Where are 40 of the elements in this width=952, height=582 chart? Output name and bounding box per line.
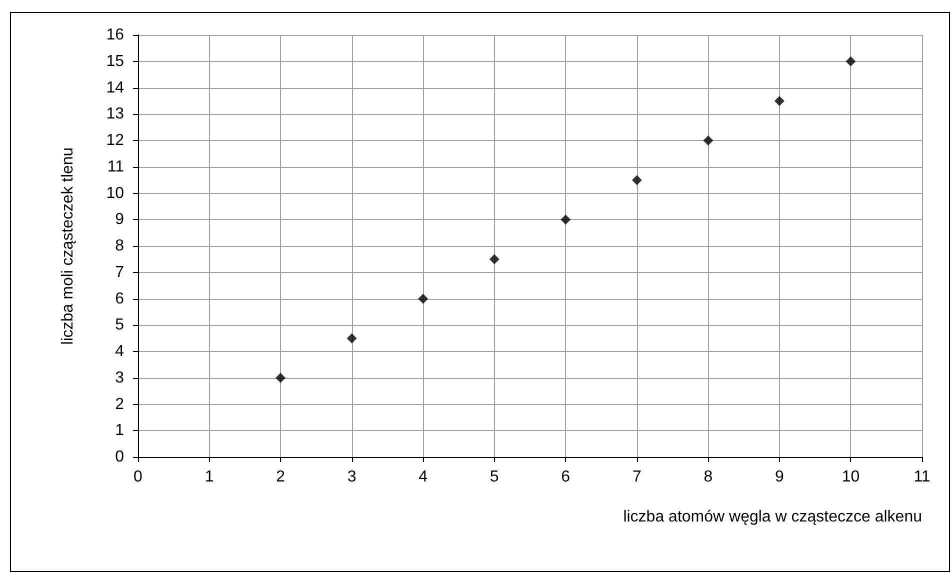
y-tick-label: 9 — [115, 211, 124, 228]
y-tick-label: 5 — [115, 316, 124, 334]
x-tick-label: 1 — [204, 468, 214, 486]
x-tick-label: 5 — [490, 468, 499, 486]
y-tick-label: 8 — [115, 238, 124, 254]
y-tick-label: 16 — [106, 26, 124, 44]
point — [489, 254, 500, 264]
y-tick-label: 12 — [106, 132, 124, 149]
point — [346, 333, 357, 344]
x-tick-label: 6 — [561, 468, 570, 486]
y-tick-label: 14 — [106, 79, 124, 96]
point — [774, 96, 784, 106]
x-tick-label: 2 — [276, 468, 286, 486]
x-tick-label: 4 — [418, 468, 428, 486]
y-tick-label: 4 — [115, 343, 124, 360]
y-tick-label: 3 — [115, 369, 124, 386]
point — [276, 372, 286, 383]
y-axis-title: liczba moli cząsteczek tlenu — [60, 147, 76, 345]
x-tick-label: 11 — [914, 468, 930, 486]
y-tick-label: 1 — [115, 422, 124, 440]
y-tick-label: 11 — [107, 158, 124, 176]
point — [632, 175, 642, 186]
y-tick-label: 2 — [115, 396, 124, 413]
point — [418, 294, 428, 304]
x-tick-label: 7 — [632, 468, 642, 486]
x-tick-label: 10 — [842, 468, 860, 486]
x-tick-label: 8 — [704, 468, 713, 486]
y-tick-label: 13 — [106, 106, 124, 123]
point — [560, 214, 571, 225]
point — [846, 56, 856, 66]
x-tick-label: 9 — [775, 468, 784, 486]
y-tick-label: 0 — [115, 448, 124, 466]
y-tick-label: 7 — [115, 264, 124, 281]
x-axis-title: liczba atomów węgla w cząsteczce alkenu — [623, 508, 922, 526]
x-tick-label: 0 — [134, 468, 143, 486]
y-tick-label: 6 — [115, 290, 124, 308]
x-tick-label: 3 — [347, 468, 356, 486]
y-tick-label: 10 — [106, 184, 124, 202]
point — [703, 136, 714, 146]
y-tick-label: 15 — [106, 52, 124, 70]
